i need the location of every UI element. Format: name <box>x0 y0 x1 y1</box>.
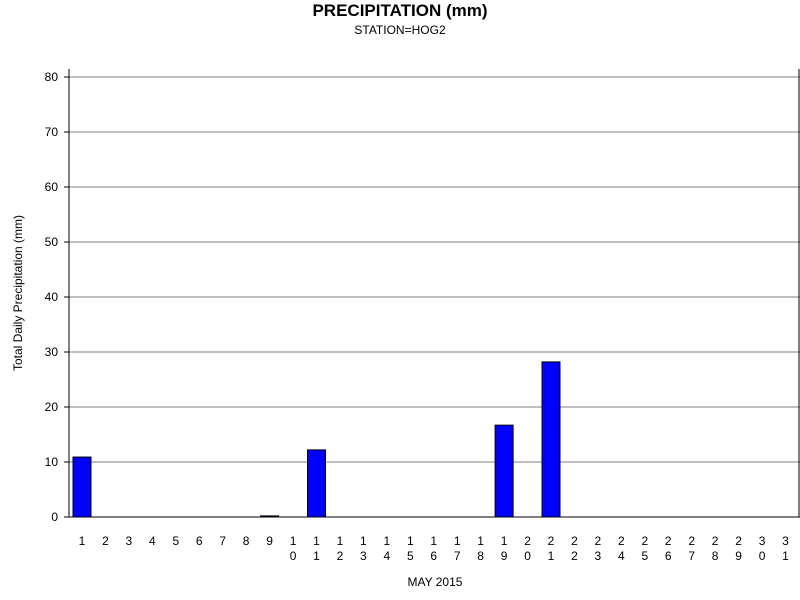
bar-day-1 <box>72 456 92 518</box>
y-tick-label: 10 <box>45 455 59 469</box>
y-ticks: 0 10 20 30 40 50 60 70 80 <box>45 70 69 524</box>
x-tick-label: 8 <box>243 534 250 548</box>
x-tick-label: 4 <box>149 534 156 548</box>
gridlines <box>69 76 800 463</box>
x-ticks: 1 2 3 4 5 6 7 8 9 1 01 11 21 31 41 51 61 71 81 92 02 12 22 32 42… <box>79 534 790 563</box>
bars <box>72 361 561 518</box>
chart-title: PRECIPITATION (mm) <box>312 1 488 20</box>
x-tick-label: 9 <box>266 534 273 548</box>
chart-subtitle: STATION=HOG2 <box>354 23 446 37</box>
axes <box>68 69 800 518</box>
y-tick-label: 70 <box>45 125 59 139</box>
x-axis-label: MAY 2015 <box>408 575 463 589</box>
y-tick-label: 80 <box>45 70 59 84</box>
y-tick-label: 40 <box>45 290 59 304</box>
x-tick-label: 5 <box>172 534 179 548</box>
bar-day-21 <box>541 361 561 518</box>
x-tick-label: 7 <box>219 534 226 548</box>
y-tick-label: 50 <box>45 235 59 249</box>
bar-day-19 <box>494 424 514 518</box>
y-tick-label: 20 <box>45 400 59 414</box>
y-tick-label: 60 <box>45 180 59 194</box>
x-tick-label: 2 <box>102 534 109 548</box>
y-tick-label: 0 <box>51 510 58 524</box>
bar-day-11 <box>307 449 326 518</box>
y-tick-label: 30 <box>45 345 59 359</box>
x-tick-label: 6 <box>196 534 203 548</box>
x-tick-label: 1 <box>79 534 86 548</box>
x-tick-label: 3 <box>126 534 133 548</box>
y-axis-label: Total Daily Precipitation (mm) <box>11 215 25 371</box>
